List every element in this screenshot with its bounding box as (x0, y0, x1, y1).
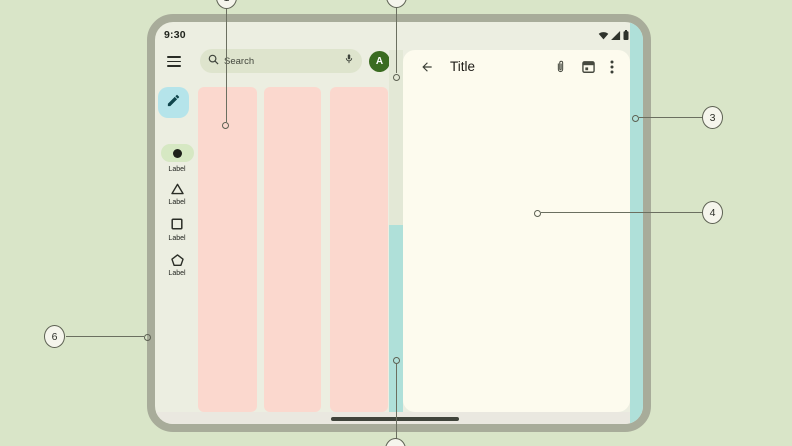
callout-4: 4 (702, 201, 723, 224)
callout-line (639, 117, 703, 119)
callout-line (541, 212, 703, 214)
pentagon-icon (170, 253, 184, 266)
wifi-icon (598, 31, 609, 40)
search-bar[interactable] (200, 49, 362, 73)
list-item-placeholder[interactable] (198, 87, 257, 412)
list-item-placeholder[interactable] (330, 87, 388, 412)
pane-divider-handle[interactable] (389, 225, 403, 415)
detail-title: Title (450, 59, 476, 74)
callout-line (226, 9, 228, 122)
square-icon (171, 218, 183, 231)
calendar-icon[interactable] (582, 60, 595, 73)
scrollbar-track (389, 50, 403, 225)
callout-3: 3 (702, 106, 723, 129)
callout-2: 2 (386, 0, 407, 8)
account-avatar[interactable]: A (369, 51, 390, 72)
overflow-menu-icon[interactable] (610, 60, 614, 74)
rail-item-label: Label (168, 166, 186, 173)
callout-endpoint (143, 333, 151, 341)
callout-5: 5 (385, 438, 406, 446)
rail-item-selected[interactable]: Label (155, 144, 199, 174)
rail-item[interactable]: Label (155, 253, 199, 278)
callout-endpoint (221, 121, 229, 129)
callout-endpoint (392, 356, 400, 364)
mic-icon[interactable] (344, 52, 354, 70)
callout-line (396, 8, 398, 73)
detail-header: Title (403, 50, 630, 83)
hamburger-menu-icon[interactable] (167, 56, 181, 67)
battery-icon (623, 30, 629, 40)
attachment-icon[interactable] (554, 60, 567, 74)
rail-item[interactable]: Label (155, 218, 199, 243)
compose-fab[interactable] (158, 87, 189, 118)
pencil-icon (166, 93, 181, 113)
right-edge-handle[interactable] (630, 22, 643, 424)
circle-icon (172, 148, 182, 158)
callout-line (396, 364, 398, 439)
selected-pill (160, 144, 194, 162)
search-input[interactable] (224, 55, 339, 67)
rail-item-label: Label (168, 234, 186, 242)
cellular-signal-icon (611, 31, 621, 40)
home-indicator[interactable] (331, 417, 459, 421)
status-bar-clock: 9:30 (164, 29, 186, 41)
search-icon (208, 52, 219, 70)
list-item-placeholder[interactable] (264, 87, 321, 412)
callout-1: 1 (216, 0, 237, 9)
callout-endpoint (392, 73, 400, 81)
triangle-icon (170, 182, 184, 195)
rail-item-label: Label (168, 199, 186, 206)
callout-line (66, 336, 144, 338)
back-arrow-icon[interactable] (419, 59, 435, 75)
callout-endpoint (533, 209, 541, 217)
rail-item[interactable]: Label (155, 182, 199, 207)
rail-item-label: Label (168, 270, 186, 277)
status-bar-icons (598, 30, 629, 40)
detail-actions (554, 60, 614, 74)
detail-pane: Title (403, 50, 630, 412)
callout-endpoint (631, 114, 639, 122)
tablet-screen: 9:30 (155, 22, 643, 424)
callout-6: 6 (44, 325, 65, 348)
